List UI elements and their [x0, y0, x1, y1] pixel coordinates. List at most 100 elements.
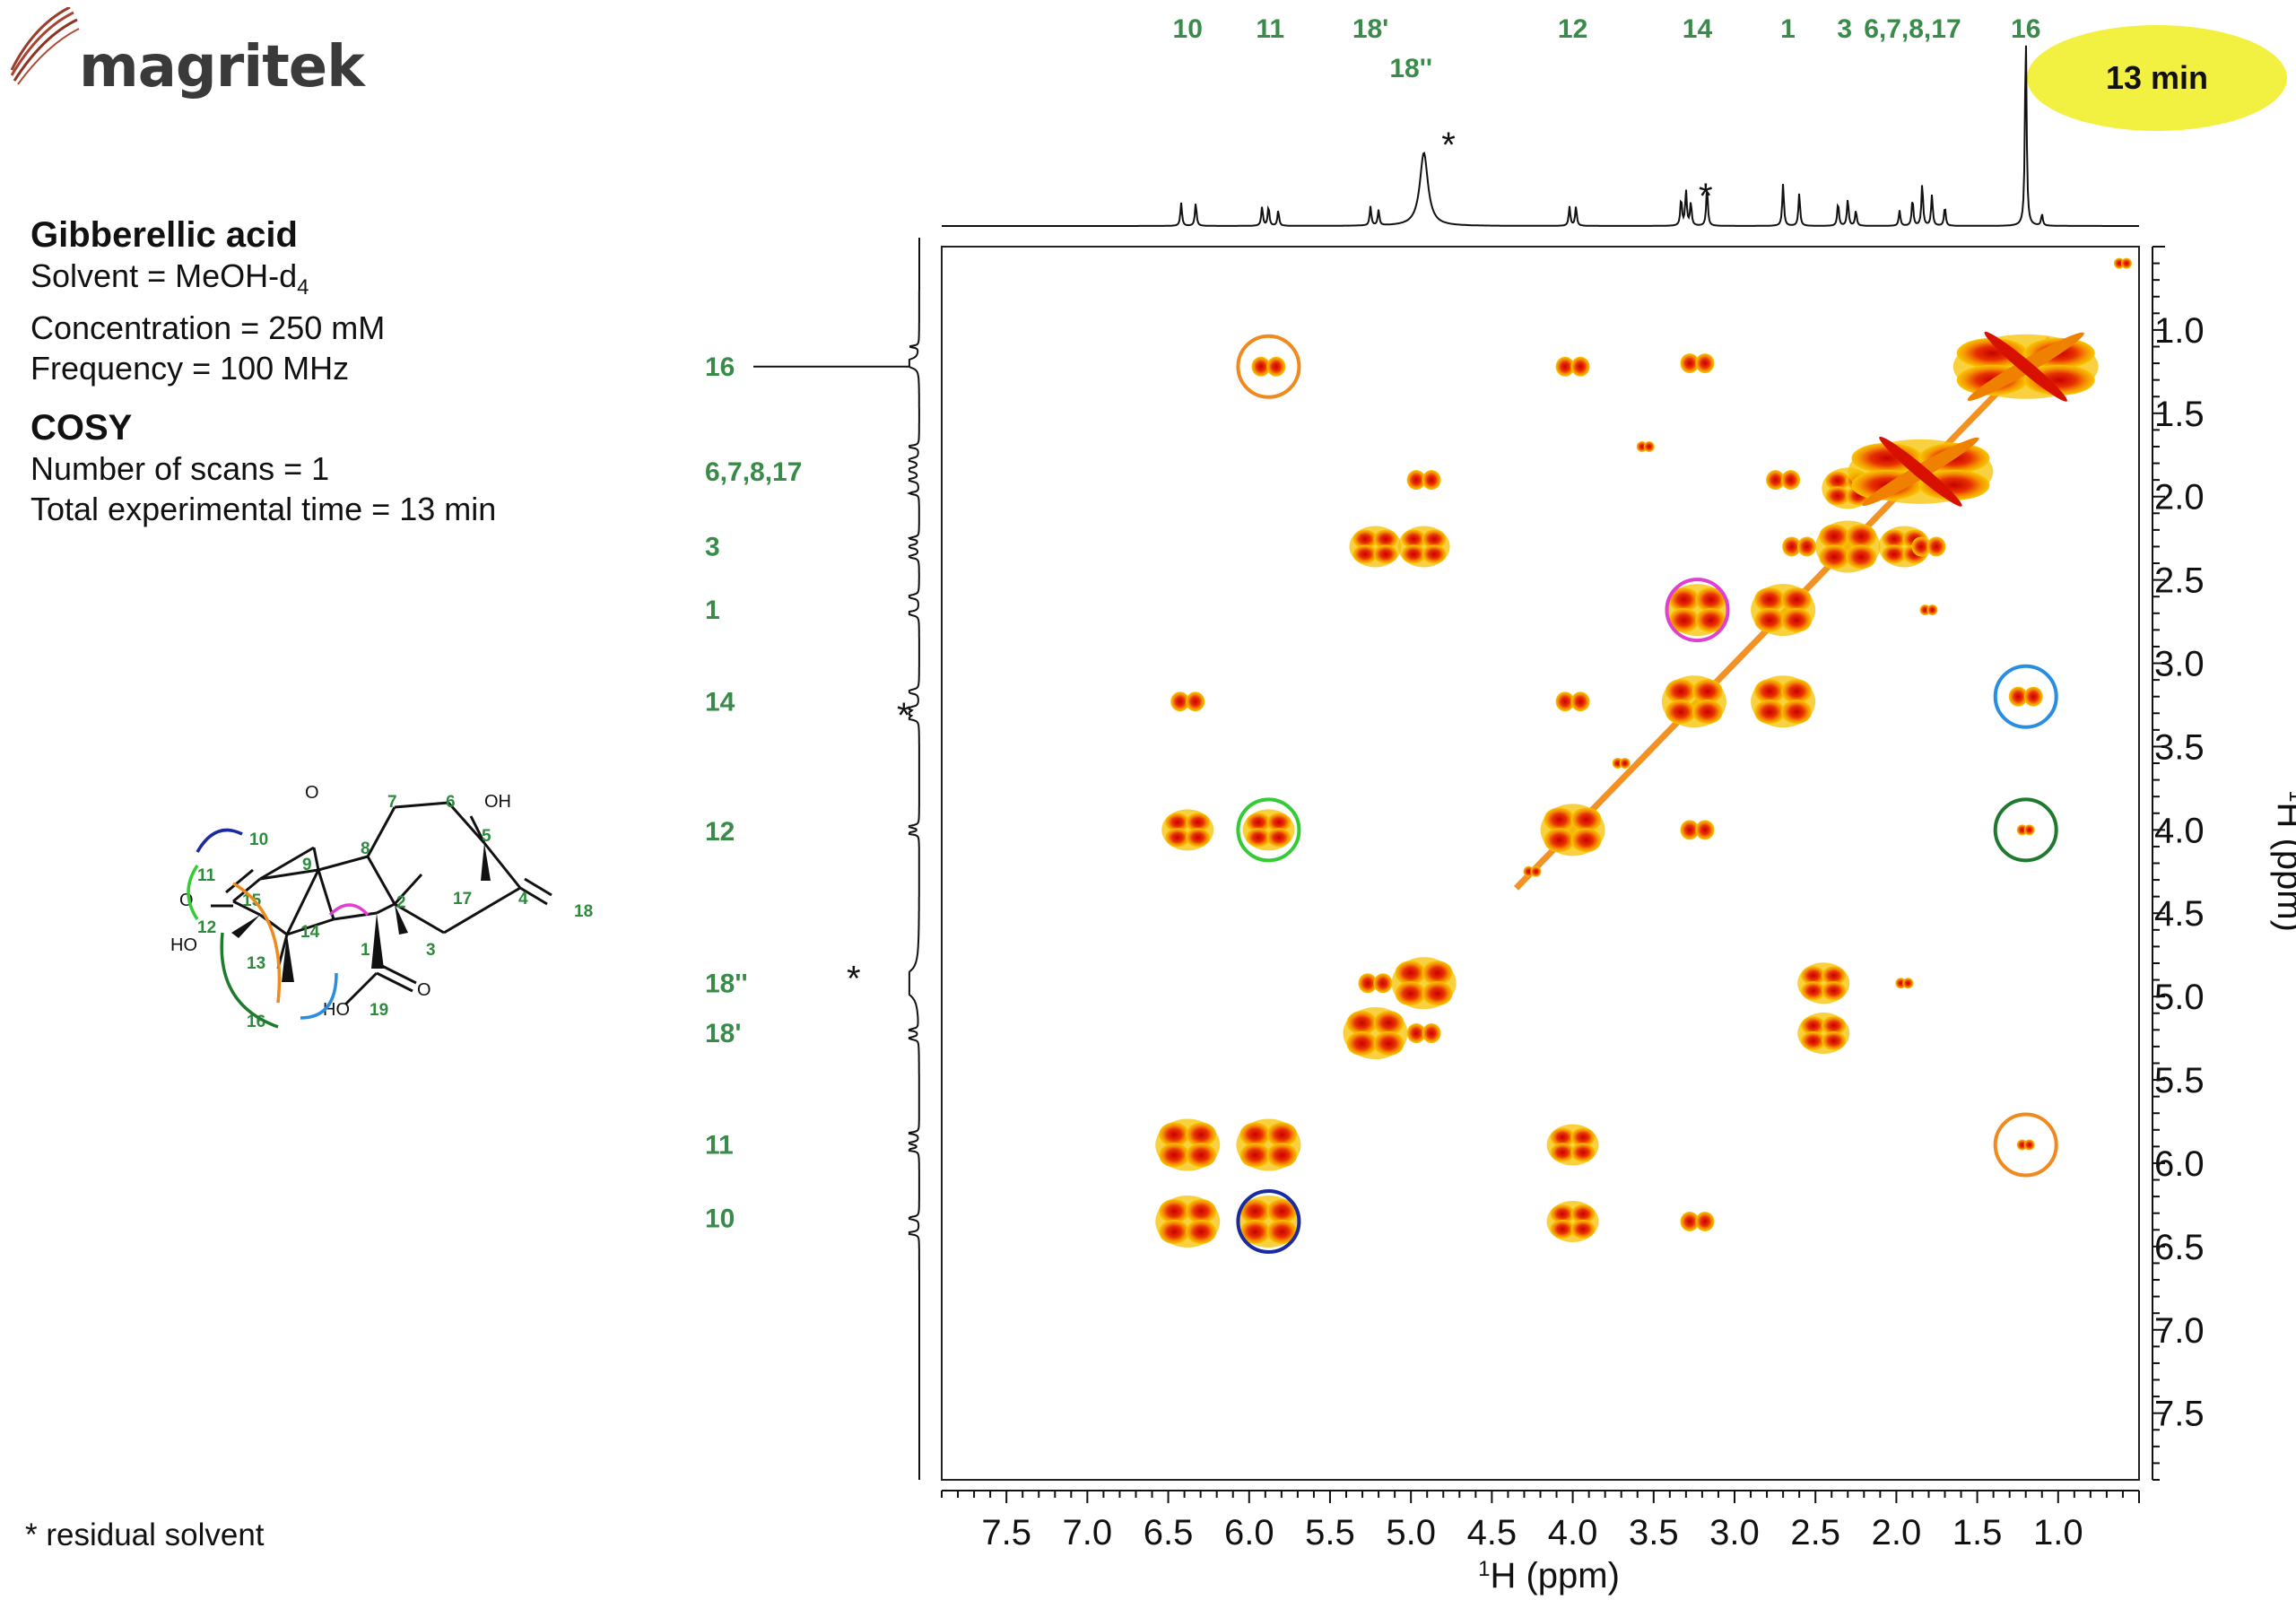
- cross-peak: [1555, 691, 1590, 712]
- peak-contour-core: [1570, 1204, 1596, 1223]
- peak-contour-core: [1186, 691, 1205, 712]
- peak-contour-core: [1665, 679, 1696, 704]
- peak-contour-core: [1401, 544, 1426, 564]
- x-tick-label: 7.0: [1063, 1513, 1113, 1552]
- peak-contour-core: [1186, 1198, 1217, 1223]
- peak-contour-core: [1754, 679, 1786, 704]
- cross-peak: [1919, 604, 1938, 616]
- y-tick-label: 1.0: [2154, 311, 2205, 351]
- side-peak-label: 11: [705, 1131, 734, 1161]
- y-tick-label: 4.0: [2154, 811, 2205, 850]
- peak-contour-core: [1422, 961, 1453, 986]
- x-tick-label: 1.5: [1952, 1513, 2003, 1552]
- y-tick-label: 5.5: [2154, 1061, 2205, 1100]
- peak-contour-core: [1373, 544, 1398, 564]
- side-peak-labels: 16 6,7,8,17 3 1 14 12 18'' 18' 11 10: [705, 352, 802, 1233]
- top-peak-label: 3: [1837, 14, 1852, 44]
- peak-contour-core: [1266, 1143, 1298, 1168]
- cross-peak: [1251, 356, 1286, 377]
- y-tick-label: 2.0: [2154, 478, 2205, 517]
- experiment-info: Gibberellic acid Solvent = MeOH-d4 Conce…: [30, 215, 496, 529]
- peak-contour-core: [1555, 691, 1575, 712]
- peak-contour-core: [1550, 1127, 1575, 1147]
- structure-label: 1: [361, 941, 370, 960]
- cross-peak: [1236, 1118, 1301, 1171]
- peak-contour-core: [1695, 587, 1726, 613]
- cross-peak: [1665, 584, 1730, 637]
- side-peak-label: 6,7,8,17: [705, 457, 802, 487]
- peak-contour-core: [1550, 1143, 1575, 1162]
- peak-contour-core: [1801, 966, 1826, 986]
- peak-contour-core: [1695, 608, 1726, 633]
- time-badge: 13 min: [2027, 25, 2287, 131]
- y-tick-label: 7.0: [2154, 1311, 2205, 1351]
- highlight-circle: [1993, 1112, 2058, 1178]
- cross-peak: [1343, 1007, 1408, 1060]
- x-axis-label: 1H (ppm): [1478, 1556, 1620, 1596]
- structure-label: 2: [396, 893, 406, 912]
- solvent-marker-top: *: [1441, 126, 1456, 165]
- cross-peak: [1680, 353, 1715, 374]
- peak-contour-core: [1266, 1219, 1298, 1244]
- x-tick-label: 7.5: [981, 1513, 1031, 1552]
- peak-contour-core: [1422, 544, 1447, 564]
- cross-peak: [1349, 526, 1402, 568]
- peak-contour-core: [1266, 1122, 1298, 1147]
- peak-contour-core: [1902, 978, 1914, 989]
- cross-peak: [1406, 1023, 1441, 1044]
- peak-contour-core: [1570, 1143, 1596, 1162]
- structure-atom: HO: [170, 935, 197, 955]
- peak-contour-core: [1239, 1143, 1271, 1168]
- peak-contour-core: [1186, 1143, 1217, 1168]
- y-tick-label: 4.5: [2154, 894, 2205, 934]
- peak-contour-core: [1754, 587, 1786, 613]
- peak-contour-core: [1570, 828, 1602, 853]
- peak-contour-core: [1926, 536, 1946, 557]
- side-1d-spectrum: [907, 238, 920, 1480]
- peak-contour-core: [1186, 1122, 1217, 1147]
- structure-atom: O: [305, 783, 319, 803]
- peak-contour-core: [1822, 1031, 1847, 1051]
- cross-peak: [1555, 356, 1590, 377]
- peak-contour-core: [1692, 679, 1723, 704]
- peak-contour-core: [1266, 356, 1286, 377]
- peak-contour-core: [1570, 356, 1590, 377]
- structure-label: 8: [361, 839, 370, 858]
- peak-contour-core: [2008, 686, 2028, 707]
- peak-contour-core: [1782, 536, 1802, 557]
- peak-contour-core: [1822, 1016, 1847, 1036]
- peak-contour-core: [1570, 1127, 1596, 1147]
- top-peak-label: 16: [2011, 14, 2040, 44]
- structure-label: 12: [197, 918, 216, 937]
- y-tick-label: 7.5: [2154, 1395, 2205, 1434]
- peak-contour-core: [1619, 758, 1631, 770]
- top-peak-label: 18'': [1389, 54, 1432, 83]
- peak-contour-core: [1695, 353, 1715, 374]
- x-axis-label-text: H (ppm): [1490, 1556, 1619, 1596]
- structure-label: 14: [300, 923, 320, 942]
- cross-peak: [1523, 865, 1542, 877]
- y-tick-label: 6.0: [2154, 1144, 2205, 1184]
- structure-label: 17: [453, 890, 472, 909]
- cross-peak: [1848, 436, 1994, 507]
- x-tick-label: 5.0: [1386, 1513, 1436, 1552]
- cross-peak: [1397, 526, 1450, 568]
- peak-contour-core: [1801, 1016, 1826, 1036]
- solvent-markers: * * * *: [847, 126, 1713, 999]
- peak-contour-core: [1159, 1143, 1190, 1168]
- peak-contour-core: [1668, 608, 1700, 633]
- peak-contour-core: [1822, 981, 1847, 1001]
- peak-contour-core: [1781, 679, 1813, 704]
- x-tick-label: 4.0: [1548, 1513, 1598, 1552]
- top-peak-label: 10: [1173, 14, 1203, 44]
- solvent-subscript: 4: [297, 275, 309, 300]
- cross-peak: [1636, 440, 1655, 452]
- time-line: Total experimental time = 13 min: [30, 491, 497, 528]
- cross-peak: [1911, 536, 1946, 557]
- cross-peak: [1661, 675, 1726, 728]
- y-tick-label: 1.5: [2154, 395, 2205, 434]
- peak-contour-core: [2120, 257, 2132, 269]
- peak-contour-core: [1530, 865, 1542, 877]
- side-peak-label: 10: [705, 1204, 735, 1233]
- y-tick-label: 6.5: [2154, 1228, 2205, 1267]
